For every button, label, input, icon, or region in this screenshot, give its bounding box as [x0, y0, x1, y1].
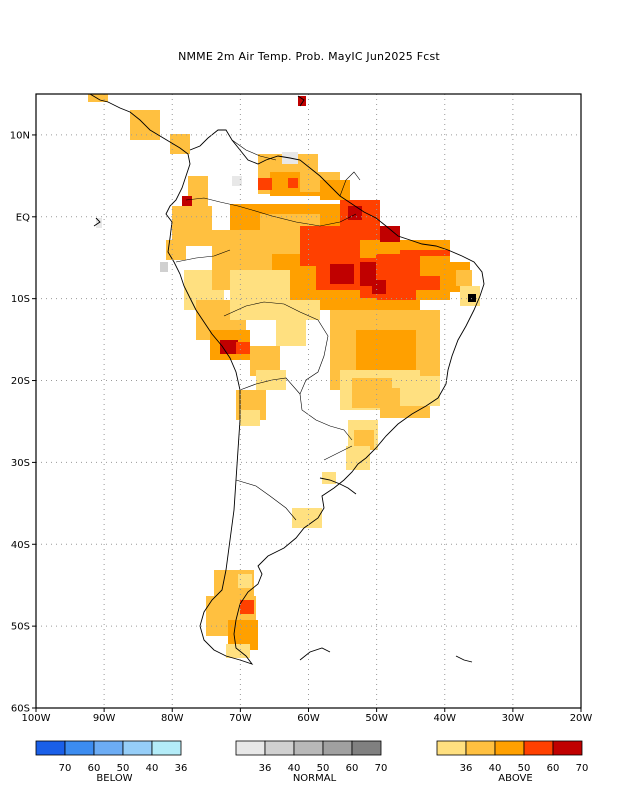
legend-swatch	[494, 740, 525, 756]
legend-value-label: 50	[317, 763, 330, 774]
probability-cell	[88, 94, 108, 102]
probability-cell	[372, 280, 386, 294]
legend-value-label: 70	[576, 763, 589, 774]
probability-cell	[188, 176, 208, 206]
longitude-axis: 100W 90W 80W 70W 60W 50W 40W 30W 20W	[22, 708, 593, 724]
lat-tick-label: 20S	[11, 376, 30, 387]
legend-value-label: 60	[547, 763, 560, 774]
graticule-grid	[36, 94, 581, 708]
legend-swatch	[35, 740, 66, 756]
probability-cell	[172, 206, 212, 246]
legend-above: 36 40 50 60 70 ABOVE	[436, 740, 589, 784]
coastline-outline	[89, 94, 485, 665]
probability-cell	[468, 294, 476, 302]
lat-tick-label: 50S	[11, 622, 30, 633]
legend-swatch	[93, 740, 124, 756]
probability-cell	[260, 300, 320, 320]
legend-value-label: 36	[175, 763, 188, 774]
probability-cell	[232, 176, 242, 186]
probability-cell	[348, 206, 362, 220]
probability-cell	[236, 342, 250, 354]
probability-cell	[298, 96, 306, 106]
lon-tick-label: 60W	[297, 713, 320, 724]
probability-cell	[292, 508, 322, 528]
lat-tick-label: 40S	[11, 540, 30, 551]
legend-below: 70 60 50 40 36 BELOW	[35, 740, 188, 784]
lat-tick-label: EQ	[16, 212, 30, 223]
probability-cell	[258, 178, 272, 190]
legend-swatch	[465, 740, 496, 756]
probability-cell	[238, 574, 252, 588]
page-title: NMME 2m Air Temp. Prob. MayIC Jun2025 Fc…	[178, 50, 440, 63]
probability-cell	[160, 262, 168, 272]
probability-cell	[240, 410, 260, 426]
legend-swatch	[64, 740, 95, 756]
legend-value-label: 60	[346, 763, 359, 774]
legend-normal: 36 40 50 60 70 NORMAL	[235, 740, 388, 784]
legend-value-label: 40	[146, 763, 159, 774]
legend-swatch	[122, 740, 153, 756]
lat-tick-label: 60S	[11, 704, 30, 715]
probability-cell	[354, 430, 374, 450]
legend-swatch	[436, 740, 467, 756]
probability-cell	[182, 196, 192, 206]
lon-tick-label: 100W	[22, 713, 51, 724]
legend-value-label: 40	[489, 763, 502, 774]
legend-value-label: 70	[59, 763, 72, 774]
legend-swatch	[293, 740, 324, 756]
lat-tick-label: 10S	[11, 294, 30, 305]
probability-cell	[322, 472, 336, 484]
legend-value-label: 36	[460, 763, 473, 774]
legend-swatch	[235, 740, 266, 756]
lon-tick-label: 30W	[502, 713, 525, 724]
lon-tick-label: 40W	[433, 713, 456, 724]
legend-value-label: 40	[288, 763, 301, 774]
legend-value-label: 60	[88, 763, 101, 774]
probability-cell	[456, 270, 472, 286]
lon-tick-label: 90W	[93, 713, 116, 724]
probability-cell	[240, 600, 254, 614]
legend-category-label: BELOW	[96, 773, 132, 784]
lat-tick-label: 30S	[11, 458, 30, 469]
lon-tick-label: 80W	[161, 713, 184, 724]
probability-cell	[166, 240, 186, 260]
legend-swatch	[322, 740, 353, 756]
lon-tick-label: 50W	[365, 713, 388, 724]
probability-cell	[288, 178, 298, 188]
lon-tick-label: 20W	[570, 713, 593, 724]
legend-value-label: 36	[259, 763, 272, 774]
legend-value-label: 70	[375, 763, 388, 774]
probability-cell	[276, 316, 306, 346]
legend-swatch	[264, 740, 295, 756]
legend-swatch	[523, 740, 554, 756]
legend-category-label: NORMAL	[293, 773, 337, 784]
probability-cell	[320, 180, 350, 200]
latitude-axis: 10N EQ 10S 20S 30S 40S 50S 60S	[10, 130, 36, 715]
legend-category-label: ABOVE	[498, 773, 532, 784]
legend-swatch	[552, 740, 583, 756]
probability-cell	[170, 134, 190, 154]
legend-swatch	[151, 740, 182, 756]
legend-value-label: 50	[117, 763, 130, 774]
probability-cell	[330, 264, 354, 284]
legend-swatch	[351, 740, 382, 756]
legend-value-label: 50	[518, 763, 531, 774]
probability-cell	[380, 226, 400, 242]
lat-tick-label: 10N	[10, 130, 30, 141]
lon-tick-label: 70W	[229, 713, 252, 724]
forecast-probability-cells	[88, 94, 480, 658]
